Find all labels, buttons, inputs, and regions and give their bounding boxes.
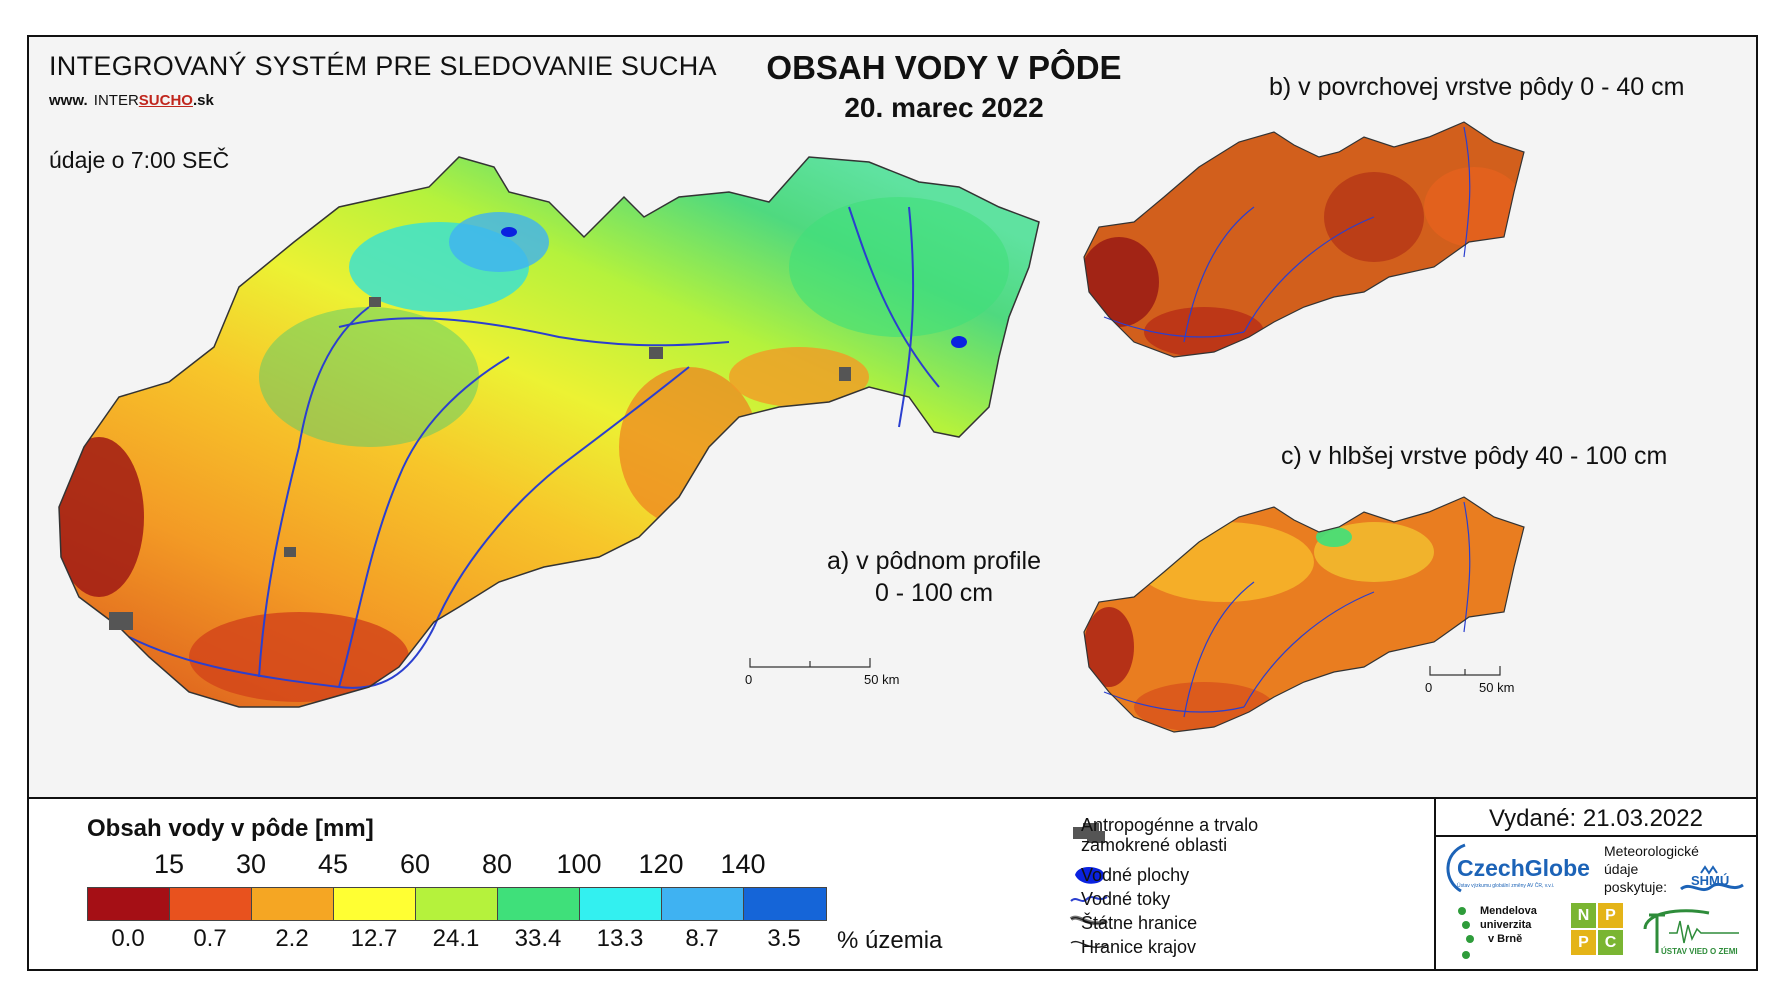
ustav-name: ÚSTAV VIED O ZEMI — [1661, 947, 1738, 956]
url-suffix: .sk — [192, 92, 214, 109]
symbol-state-border-label: Štátne hranice — [1081, 913, 1198, 933]
symbol-region-border-label: Hranice krajov — [1081, 937, 1197, 957]
legend-percent: 0.7 — [193, 925, 227, 952]
map-c-label: c) v hlbšej vrstve pôdy 40 - 100 cm — [1281, 442, 1668, 470]
czechglobe-subtitle: Ústav výzkumu globální změny AV ČR, v.v.… — [1457, 883, 1555, 889]
legend-title: Obsah vody v pôde [mm] — [87, 815, 374, 842]
scale-a-distance: 50 km — [864, 672, 900, 687]
map-a-profile — [58, 156, 1040, 708]
meteo-text-1: Meteorologické — [1604, 843, 1699, 859]
czechglobe-logo[interactable]: CzechGlobe Ústav výzkumu globální změny … — [1441, 841, 1601, 899]
legend-percent: 3.5 — [767, 925, 801, 952]
legend-panel: Obsah vody v pôde [mm] 15 30 45 60 80 10… — [29, 799, 1756, 969]
map-a-depth: 0 - 100 cm — [874, 579, 994, 607]
issued-date: Vydané: 21.03.2022 — [1489, 805, 1703, 832]
mendel-line1: Mendelova — [1480, 905, 1537, 917]
legend-threshold: 15 — [153, 849, 185, 879]
symbol-water-body-label: Vodné plochy — [1081, 865, 1190, 885]
legend-threshold: 140 — [720, 849, 766, 879]
scale-bc-zero: 0 — [1425, 680, 1433, 695]
scale-bar-a — [749, 658, 871, 668]
legend-threshold: 45 — [317, 849, 349, 879]
legend-percent: 33.4 — [514, 925, 562, 952]
map-panel: INTEGROVANÝ SYSTÉM PRE SLEDOVANIE SUCHA … — [29, 37, 1756, 799]
url-prefix: www. — [49, 92, 88, 109]
symbol-label-line1: Antropogénne a trvalo — [1081, 815, 1259, 835]
time-note: údaje o 7:00 SEČ — [49, 147, 230, 173]
figure-frame: INTEGROVANÝ SYSTÉM PRE SLEDOVANIE SUCHA … — [27, 35, 1758, 971]
page-date: 20. marec 2022 — [844, 92, 1044, 123]
legend-swatch — [334, 888, 416, 920]
mendel-logo[interactable]: Mendelova univerzita v Brně — [1454, 903, 1564, 963]
map-c-deep — [1083, 496, 1525, 733]
seismograph-icon — [1643, 909, 1739, 953]
legend-swatch — [88, 888, 170, 920]
nppc-letter: N — [1571, 903, 1596, 928]
nppc-letter: P — [1571, 930, 1596, 955]
water-body-icon — [1075, 867, 1105, 884]
legend-swatch — [744, 888, 826, 920]
legend-swatch — [498, 888, 580, 920]
scale-bar-bc — [1429, 666, 1501, 676]
czechglobe-arc-icon — [1446, 843, 1466, 893]
legend-threshold: 30 — [235, 849, 267, 879]
issued-separator — [1436, 835, 1756, 837]
ustav-vied-o-zemi-logo[interactable]: ÚSTAV VIED O ZEMI — [1639, 903, 1749, 963]
legend-swatch — [662, 888, 744, 920]
symbol-label-line2: zamokrené oblasti — [1081, 835, 1228, 855]
website-url[interactable]: www. INTERSUCHO.sk — [49, 92, 214, 109]
anthropogenic-area-icon — [1073, 823, 1105, 843]
mendel-dots-icon — [1458, 907, 1474, 959]
shmu-logo[interactable]: SHMÚ — [1677, 865, 1747, 899]
state-border-icon — [1069, 915, 1108, 926]
scale-bc-distance: 50 km — [1479, 680, 1515, 695]
legend-threshold: 100 — [556, 849, 602, 879]
legend-swatch — [580, 888, 662, 920]
meteo-text-3: poskytuje: — [1604, 879, 1668, 895]
legend-percent: 2.2 — [275, 925, 309, 952]
anthropogenic-areas — [109, 297, 851, 630]
system-title: INTEGROVANÝ SYSTÉM PRE SLEDOVANIE SUCHA — [49, 51, 717, 81]
scale-a-zero: 0 — [745, 672, 753, 687]
legend-percent: 0.0 — [111, 925, 145, 952]
meteo-text-2: údaje — [1604, 861, 1639, 877]
page-title: OBSAH VODY V PÔDE — [766, 49, 1122, 86]
legend-percent-unit: % územia — [837, 927, 943, 954]
map-b-surface — [1083, 121, 1525, 358]
symbol-river-label: Vodné toky — [1081, 889, 1171, 909]
legend-swatch — [170, 888, 252, 920]
mendel-line2: univerzita — [1480, 919, 1532, 931]
symbol-anthropogenic-label: Antropogénne a trvalo zamokrené oblasti — [1081, 815, 1258, 855]
legend-threshold: 120 — [638, 849, 684, 879]
water-bodies — [501, 227, 967, 348]
legend-swatch — [252, 888, 334, 920]
nppc-logo[interactable]: N P P C — [1571, 903, 1623, 955]
nppc-letter: P — [1598, 903, 1623, 928]
url-highlight: SUCHO — [138, 92, 193, 109]
legend-percent: 24.1 — [432, 925, 480, 952]
river-line-icon — [1070, 896, 1108, 902]
mendel-line3: v Brně — [1488, 933, 1523, 945]
map-b-label: b) v povrchovej vrstve pôdy 0 - 40 cm — [1269, 73, 1685, 101]
legend-percent: 8.7 — [685, 925, 719, 952]
url-main: INTER — [93, 92, 139, 109]
legend-threshold: 80 — [481, 849, 513, 879]
rivers — [128, 206, 940, 689]
legend-threshold: 60 — [399, 849, 431, 879]
legend-percent: 13.3 — [596, 925, 644, 952]
nppc-letter: C — [1598, 930, 1623, 955]
shmu-wave-icon — [1680, 865, 1744, 892]
legend-color-bar — [87, 887, 827, 921]
legend-percent: 12.7 — [350, 925, 398, 952]
shmu-name: SHMÚ — [1691, 873, 1730, 888]
region-border-icon — [1070, 940, 1108, 948]
legend-divider — [1434, 799, 1436, 969]
legend-swatch — [416, 888, 498, 920]
map-a-label: a) v pôdnom profile — [826, 547, 1041, 575]
czechglobe-name: CzechGlobe — [1457, 855, 1590, 881]
